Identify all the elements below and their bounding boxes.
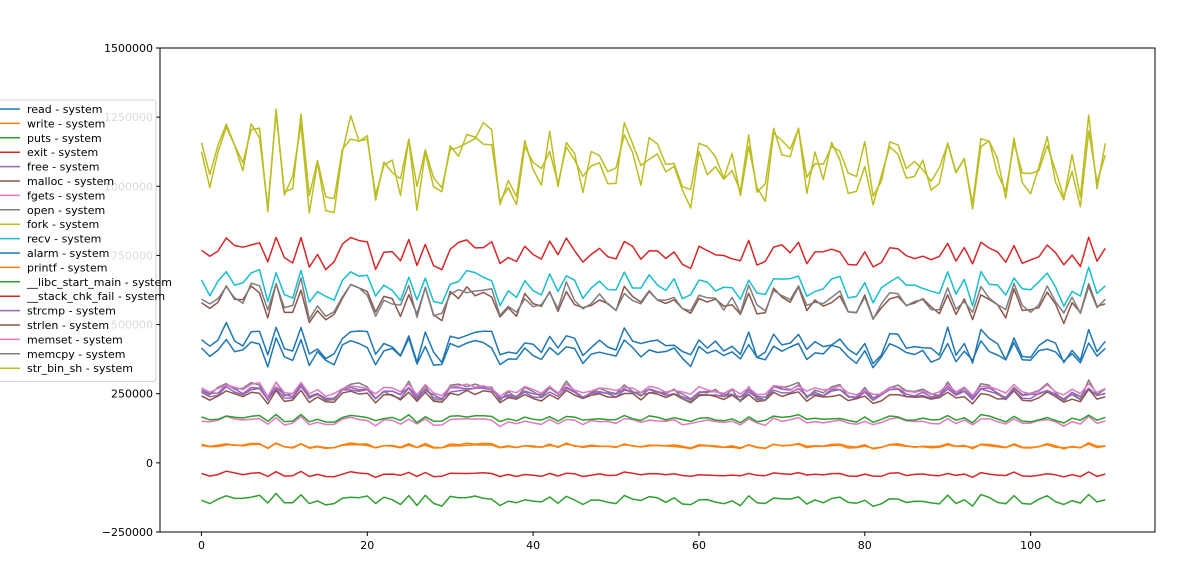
legend-label: printf - system <box>27 261 107 274</box>
legend-label: memcpy - system <box>27 348 125 361</box>
legend-label: open - system <box>27 204 105 217</box>
x-tick-label: 20 <box>360 539 374 552</box>
series-line-10 <box>200 337 1106 369</box>
legend-frame <box>0 99 157 383</box>
legend-label: malloc - system <box>27 175 114 188</box>
legend-label: fgets - system <box>27 189 105 202</box>
y-tick-label: 0 <box>146 457 153 470</box>
series-layer <box>200 108 1107 508</box>
series-line-17 <box>201 277 1106 321</box>
legend-label: str_bin_sh - system <box>27 362 133 375</box>
legend-label: fork - system <box>27 218 99 231</box>
y-tick-label: 250000 <box>111 388 153 401</box>
legend-label: __stack_chk_fail - system <box>26 290 165 303</box>
x-tick-label: 0 <box>198 539 205 552</box>
legend-label: puts - system <box>27 132 102 145</box>
legend-label: alarm - system <box>27 247 109 260</box>
series-line-12 <box>201 413 1106 424</box>
series-line-4 <box>201 385 1106 402</box>
series-line-18 <box>200 112 1107 209</box>
x-tick-label: 40 <box>526 539 540 552</box>
series-line-6 <box>201 415 1106 428</box>
legend-label: read - system <box>27 103 103 116</box>
series-line-9 <box>200 266 1106 307</box>
series-line-3 <box>201 470 1106 479</box>
legend-label: free - system <box>27 161 99 174</box>
legend-label: strcmp - system <box>27 305 116 318</box>
legend-label: write - system <box>27 117 105 130</box>
legend-label: __libc_start_main - system <box>26 276 172 289</box>
x-tick-label: 80 <box>858 539 872 552</box>
legend-label: strlen - system <box>27 319 109 332</box>
x-tick-label: 60 <box>692 539 706 552</box>
x-tick-label: 100 <box>1020 539 1041 552</box>
series-line-2 <box>201 492 1106 508</box>
legend-label: memset - system <box>27 333 123 346</box>
y-tick-label: 1500000 <box>104 42 153 55</box>
plot-area <box>159 47 1156 533</box>
legend-label: recv - system <box>27 233 101 246</box>
series-line-16 <box>201 381 1106 398</box>
x-axis: 0 20 40 60 80 100 <box>198 532 1041 552</box>
series-line-11 <box>201 442 1106 450</box>
series-line-13 <box>201 236 1106 271</box>
y-tick-label: −250000 <box>102 526 153 539</box>
series-line-14 <box>201 383 1106 401</box>
series-line-5 <box>201 388 1106 405</box>
series-line-0 <box>201 321 1106 365</box>
legend-label: exit - system <box>27 146 98 159</box>
